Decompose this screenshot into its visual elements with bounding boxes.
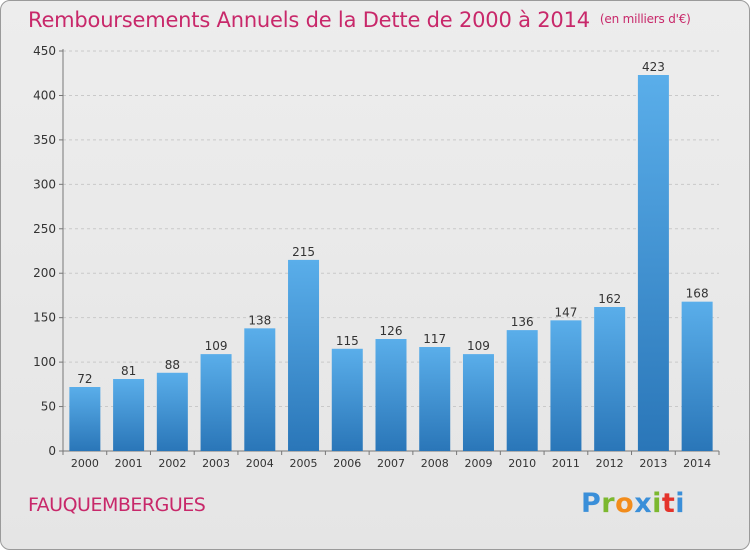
bar: [550, 320, 582, 451]
y-tick-label: 50: [41, 400, 56, 414]
y-tick-label: 450: [33, 44, 56, 58]
bar: [637, 75, 669, 451]
proxiti-logo: Proxiti: [581, 488, 686, 519]
bar-value-label: 215: [292, 245, 315, 259]
x-tick-label: 2010: [508, 457, 536, 470]
bar: [156, 372, 188, 451]
x-tick-label: 2002: [158, 457, 186, 470]
bar-value-label: 138: [248, 313, 271, 327]
x-tick-label: 2007: [377, 457, 405, 470]
x-tick-label: 2000: [71, 457, 99, 470]
bar: [594, 307, 626, 451]
unit-note: (en milliers d'€): [599, 12, 691, 26]
bar: [506, 330, 538, 451]
y-tick-label: 250: [33, 222, 56, 236]
y-tick-label: 400: [33, 88, 56, 102]
bar-value-label: 109: [467, 339, 490, 353]
bar-value-label: 136: [511, 315, 534, 329]
bar: [462, 354, 494, 451]
x-tick-label: 2009: [464, 457, 492, 470]
y-tick-label: 200: [33, 266, 56, 280]
y-tick-label: 300: [33, 177, 56, 191]
bar: [113, 379, 145, 451]
y-tick-label: 150: [33, 311, 56, 325]
bar-value-label: 72: [77, 372, 92, 386]
x-tick-label: 2006: [333, 457, 361, 470]
bar: [375, 339, 407, 451]
title-text: Remboursements Annuels de la Dette de 20…: [28, 8, 590, 32]
bar: [200, 354, 232, 451]
x-tick-label: 2008: [421, 457, 449, 470]
bar-value-label: 109: [205, 339, 228, 353]
bar-value-label: 147: [554, 305, 577, 319]
x-tick-label: 2001: [115, 457, 143, 470]
bar-value-label: 117: [423, 332, 446, 346]
x-tick-label: 2014: [683, 457, 711, 470]
x-tick-label: 2005: [290, 457, 318, 470]
y-tick-label: 100: [33, 355, 56, 369]
y-tick-label: 0: [48, 444, 56, 458]
bar-value-label: 168: [686, 287, 709, 301]
bar-value-label: 423: [642, 60, 665, 74]
commune-name: FAUQUEMBERGUES: [28, 494, 206, 516]
bar-value-label: 115: [336, 334, 359, 348]
bar-value-label: 81: [121, 364, 136, 378]
bar: [419, 347, 451, 451]
bar-value-label: 88: [165, 358, 180, 372]
x-tick-label: 2012: [596, 457, 624, 470]
x-tick-label: 2004: [246, 457, 274, 470]
bar: [681, 301, 713, 451]
bar: [331, 348, 363, 451]
chart-title: Remboursements Annuels de la Dette de 20…: [28, 8, 691, 32]
x-tick-label: 2013: [639, 457, 667, 470]
bar-value-label: 126: [380, 324, 403, 338]
bar: [69, 387, 101, 451]
bar: [288, 259, 320, 451]
bar-value-label: 162: [598, 292, 621, 306]
x-tick-label: 2003: [202, 457, 230, 470]
x-tick-label: 2011: [552, 457, 580, 470]
y-tick-label: 350: [33, 133, 56, 147]
bar: [244, 328, 276, 451]
